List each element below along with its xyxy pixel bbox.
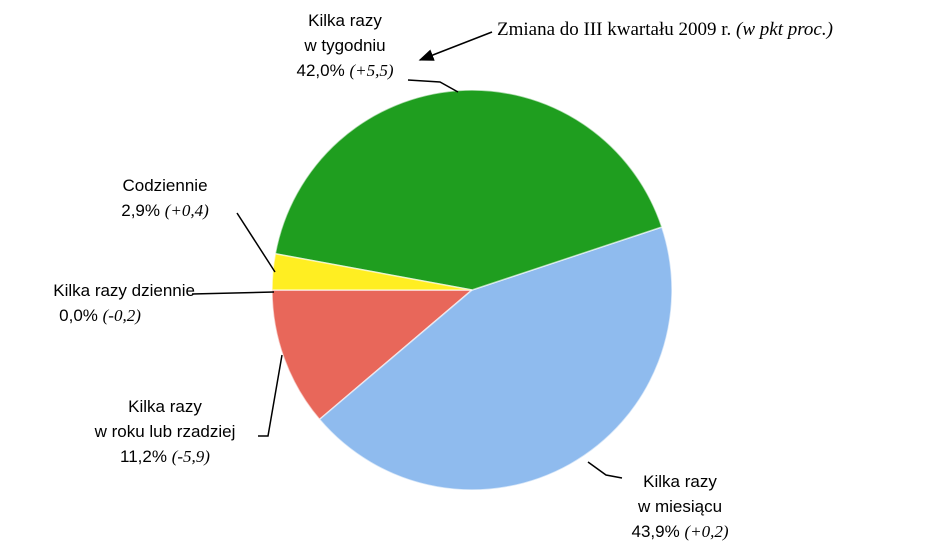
- annotation-unit: (w pkt proc.): [736, 19, 833, 40]
- change-label: (+5,5): [349, 61, 394, 80]
- annotation-text: Zmiana do III kwartału 2009 r.: [497, 19, 732, 40]
- leader-line: [587, 461, 623, 479]
- value-label: 43,9%: [631, 522, 680, 541]
- slice: [271, 252, 473, 291]
- slice-label: Kilka razy dziennie 0,0% (-0,2): [5, 278, 195, 328]
- leader-line: [236, 212, 276, 273]
- change-label: (-5,9): [171, 447, 210, 466]
- slice-label: Kilka razy w roku lub rzadziej 11,2% (-5,…: [60, 394, 270, 469]
- value-label: 11,2%: [120, 447, 167, 466]
- leader-line: [191, 291, 275, 295]
- value-label: 42,0%: [296, 61, 345, 80]
- leader-lines: [191, 31, 623, 479]
- category-label: Codziennie: [122, 176, 208, 195]
- category-label: Kilka razy dziennie: [53, 281, 195, 300]
- slice-label: Kilka razy w miesiącu 43,9% (+0,2): [580, 469, 780, 544]
- slice: [274, 89, 663, 291]
- category-label: Kilka razy w tygodniu: [304, 11, 386, 55]
- change-label: (+0,2): [684, 522, 729, 541]
- slice: [271, 289, 475, 421]
- annotation: Zmiana do III kwartału 2009 r. (w pkt pr…: [497, 19, 833, 41]
- value-label: 0,0%: [59, 306, 98, 325]
- leader-line: [407, 79, 459, 93]
- category-label: Kilka razy w roku lub rzadziej: [94, 397, 236, 441]
- slice-label: Kilka razy w tygodniu 42,0% (+5,5): [245, 8, 445, 83]
- slice-label: Codziennie 2,9% (+0,4): [65, 173, 265, 223]
- leader-line: [258, 354, 283, 437]
- change-label: (+0,4): [164, 201, 209, 220]
- slice: [318, 226, 673, 491]
- value-label: 2,9%: [121, 201, 160, 220]
- category-label: Kilka razy w miesiącu: [637, 472, 723, 516]
- arrow: [418, 31, 493, 61]
- change-label: (-0,2): [102, 306, 141, 325]
